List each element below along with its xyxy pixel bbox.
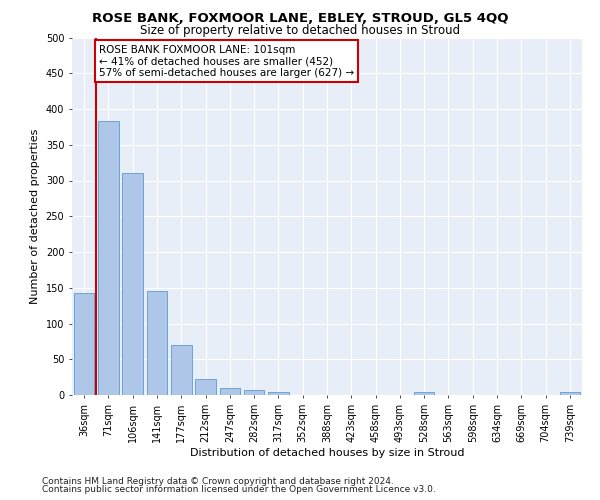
Text: Size of property relative to detached houses in Stroud: Size of property relative to detached ho… [140, 24, 460, 37]
X-axis label: Distribution of detached houses by size in Stroud: Distribution of detached houses by size … [190, 448, 464, 458]
Text: Contains public sector information licensed under the Open Government Licence v3: Contains public sector information licen… [42, 485, 436, 494]
Bar [244, 390, 265, 395]
Bar [146, 290, 167, 395]
Bar [414, 392, 434, 395]
Bar [220, 388, 240, 395]
Bar [560, 392, 580, 395]
Text: Contains HM Land Registry data © Crown copyright and database right 2024.: Contains HM Land Registry data © Crown c… [42, 477, 394, 486]
Bar [268, 392, 289, 395]
Bar [171, 345, 191, 395]
Bar [74, 294, 94, 395]
Text: ROSE BANK, FOXMOOR LANE, EBLEY, STROUD, GL5 4QQ: ROSE BANK, FOXMOOR LANE, EBLEY, STROUD, … [92, 12, 508, 26]
Bar [122, 174, 143, 395]
Bar [98, 121, 119, 395]
Y-axis label: Number of detached properties: Number of detached properties [30, 128, 40, 304]
Text: ROSE BANK FOXMOOR LANE: 101sqm
← 41% of detached houses are smaller (452)
57% of: ROSE BANK FOXMOOR LANE: 101sqm ← 41% of … [99, 44, 354, 78]
Bar [195, 380, 216, 395]
